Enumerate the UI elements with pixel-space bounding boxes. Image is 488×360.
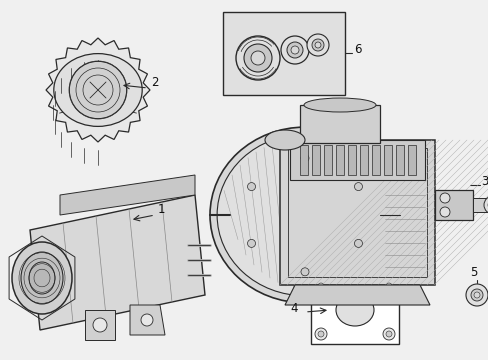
Circle shape bbox=[314, 42, 320, 48]
Circle shape bbox=[317, 331, 324, 337]
Bar bbox=[299, 145, 307, 175]
Circle shape bbox=[236, 36, 280, 80]
Text: 6: 6 bbox=[353, 43, 361, 56]
Circle shape bbox=[382, 328, 394, 340]
Ellipse shape bbox=[54, 54, 142, 126]
Circle shape bbox=[354, 183, 362, 190]
Text: 4: 4 bbox=[289, 302, 297, 315]
Circle shape bbox=[314, 280, 326, 292]
Bar bbox=[371, 145, 379, 175]
Ellipse shape bbox=[335, 294, 373, 326]
Circle shape bbox=[465, 284, 487, 306]
Polygon shape bbox=[130, 305, 164, 335]
Ellipse shape bbox=[264, 130, 305, 150]
Circle shape bbox=[301, 154, 308, 162]
Ellipse shape bbox=[12, 242, 72, 314]
Bar bbox=[335, 145, 343, 175]
Bar bbox=[395, 145, 403, 175]
Circle shape bbox=[306, 34, 328, 56]
Bar bbox=[280, 140, 434, 285]
Ellipse shape bbox=[217, 134, 392, 296]
Polygon shape bbox=[46, 38, 150, 142]
Circle shape bbox=[281, 36, 308, 64]
Circle shape bbox=[385, 283, 391, 289]
Circle shape bbox=[385, 331, 391, 337]
Polygon shape bbox=[30, 195, 204, 330]
Circle shape bbox=[301, 268, 308, 276]
Bar bbox=[324, 145, 331, 175]
Circle shape bbox=[290, 46, 298, 54]
Circle shape bbox=[483, 196, 488, 214]
Circle shape bbox=[247, 183, 255, 190]
Ellipse shape bbox=[209, 127, 399, 303]
Bar bbox=[383, 145, 391, 175]
Circle shape bbox=[247, 239, 255, 247]
Text: 1: 1 bbox=[158, 203, 165, 216]
Circle shape bbox=[141, 314, 153, 326]
Bar bbox=[310, 276, 398, 344]
Bar bbox=[472, 198, 488, 212]
Ellipse shape bbox=[29, 262, 55, 294]
Text: 5: 5 bbox=[469, 266, 476, 279]
Circle shape bbox=[244, 44, 271, 72]
Circle shape bbox=[382, 280, 394, 292]
Bar bbox=[213, 5, 469, 353]
Bar bbox=[407, 145, 415, 175]
Ellipse shape bbox=[21, 252, 63, 304]
Circle shape bbox=[286, 42, 303, 58]
Circle shape bbox=[250, 51, 264, 65]
Bar bbox=[223, 12, 345, 95]
Circle shape bbox=[439, 193, 449, 203]
Bar bbox=[289, 140, 424, 180]
Circle shape bbox=[93, 318, 107, 332]
Bar bbox=[434, 190, 472, 220]
Polygon shape bbox=[85, 310, 115, 340]
Bar bbox=[359, 145, 367, 175]
Polygon shape bbox=[60, 175, 195, 215]
Bar bbox=[299, 105, 379, 143]
Circle shape bbox=[470, 289, 482, 301]
Ellipse shape bbox=[304, 98, 375, 112]
Circle shape bbox=[314, 328, 326, 340]
Polygon shape bbox=[285, 285, 429, 305]
Bar bbox=[287, 148, 426, 277]
Circle shape bbox=[311, 39, 324, 51]
Circle shape bbox=[439, 207, 449, 217]
Bar bbox=[311, 145, 319, 175]
Circle shape bbox=[317, 283, 324, 289]
Bar bbox=[347, 145, 355, 175]
Text: 3: 3 bbox=[480, 175, 488, 188]
Circle shape bbox=[354, 239, 362, 247]
Text: 2: 2 bbox=[151, 76, 158, 89]
Circle shape bbox=[487, 200, 488, 210]
Circle shape bbox=[69, 62, 126, 118]
Circle shape bbox=[473, 292, 479, 298]
